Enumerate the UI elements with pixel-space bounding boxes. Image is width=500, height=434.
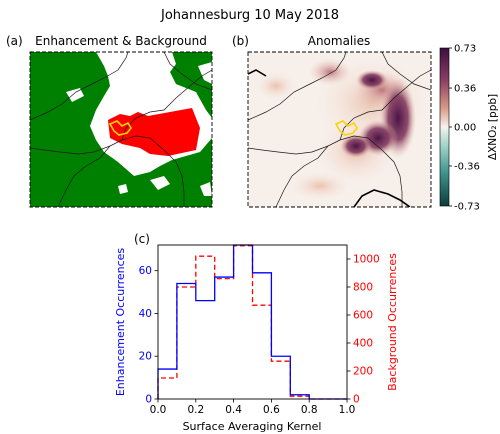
- coastline: [353, 189, 411, 207]
- border-line: [248, 52, 347, 121]
- city-outline: [334, 120, 358, 136]
- border-line: [57, 145, 111, 207]
- panel-a-tag: (a): [6, 34, 23, 48]
- x-tick-label: 0.0: [150, 404, 167, 416]
- y-tick-label-left: 60: [139, 265, 152, 277]
- coastline: [248, 69, 267, 77]
- panel-b-map: [248, 52, 431, 207]
- histogram-ylabel-left: Enhancement Occurrences: [114, 248, 127, 397]
- panel-b-frame: [247, 51, 432, 208]
- x-tick-label: 1.0: [339, 404, 356, 416]
- border-line: [163, 52, 212, 91]
- y-tick-label-right: 200: [353, 366, 373, 378]
- no-data-area: [150, 176, 170, 190]
- panel-b: (b) Anomalies: [232, 34, 499, 213]
- colorbar-gradient: [439, 47, 450, 207]
- panel-c-tag: (c): [134, 232, 150, 246]
- colorbar-tick-label: -0.36: [454, 161, 480, 172]
- colorbar: 0.73 0.36 0.00 -0.36 -0.73 ΔXNO₂ [ppb]: [439, 44, 499, 213]
- anomaly-plume: [290, 172, 350, 200]
- y-tick-label-right: 400: [353, 338, 373, 350]
- histogram-xlabel: Surface Averaging Kernel: [183, 420, 322, 433]
- city-outline: [108, 120, 132, 136]
- border-line: [275, 145, 329, 207]
- panel-b-title: Anomalies: [308, 34, 371, 48]
- colorbar-tick-label: 0.36: [454, 84, 476, 95]
- border-line: [248, 135, 403, 207]
- enhancement-region: [108, 108, 200, 156]
- colorbar-ticks: 0.73 0.36 0.00 -0.36 -0.73: [449, 44, 480, 213]
- x-tick-label: 0.4: [225, 404, 242, 416]
- panel-a-title: Enhancement & Background: [35, 34, 207, 48]
- no-data-area: [118, 184, 128, 194]
- x-tick-label: 0.8: [301, 404, 318, 416]
- x-tick-label: 0.2: [187, 404, 204, 416]
- y-tick-label-right: 1000: [353, 254, 380, 266]
- figure-title: Johannesburg 10 May 2018: [160, 8, 339, 23]
- border-line: [30, 52, 129, 121]
- border-line: [381, 52, 431, 91]
- anomaly-plume: [256, 72, 296, 100]
- y-tick-label-right: 600: [353, 310, 373, 322]
- no-data-area: [200, 182, 212, 196]
- colorbar-tick-label: -0.73: [454, 202, 480, 213]
- y-tick-label-right: 800: [353, 282, 373, 294]
- y-tick-label-left: 20: [139, 351, 152, 363]
- panel-a-frame: [29, 51, 213, 208]
- colorbar-label: ΔXNO₂ [ppb]: [487, 94, 499, 160]
- y-tick-label-left: 40: [139, 308, 152, 320]
- histogram-axes: 0.0 0.2 0.4 0.6 0.8 1.00204060020040060080010…: [139, 254, 380, 417]
- histogram-ylabel-right: Background Occurrences: [386, 253, 399, 391]
- anomaly-plume: [308, 58, 352, 86]
- anomaly-plume: [340, 134, 372, 158]
- panel-c: (c) 0.0 0.2 0.4 0.6 0.8 1.0020406002004006008…: [114, 232, 399, 433]
- background-series-line: [157, 245, 347, 400]
- no-data-area: [198, 62, 212, 84]
- y-tick-label-left: 0: [145, 394, 152, 406]
- panel-a-map: [30, 52, 212, 207]
- colorbar-tick-label: 0.73: [454, 44, 476, 55]
- border-line: [30, 135, 185, 207]
- no-data-area: [66, 88, 84, 102]
- panel-b-tag: (b): [232, 34, 249, 48]
- background-histogram: [157, 245, 347, 400]
- colorbar-tick-label: 0.00: [454, 123, 476, 134]
- x-tick-label: 0.6: [263, 404, 280, 416]
- panel-a: (a) Enhancement & Background: [6, 34, 213, 208]
- y-tick-label-right: 0: [353, 394, 360, 406]
- anomaly-plume: [356, 70, 388, 90]
- histogram-frame: [157, 244, 348, 400]
